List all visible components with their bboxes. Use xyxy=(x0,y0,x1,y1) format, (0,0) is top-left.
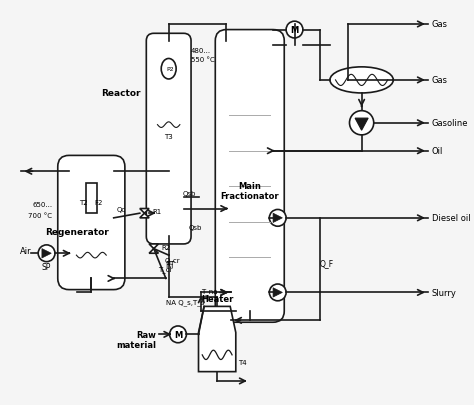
Circle shape xyxy=(349,111,374,136)
Bar xyxy=(86,184,97,214)
Text: NA Q_s,T_s: NA Q_s,T_s xyxy=(166,298,204,305)
Text: Oil: Oil xyxy=(431,147,443,156)
Polygon shape xyxy=(199,307,236,372)
Text: T_cr: T_cr xyxy=(158,266,173,273)
FancyBboxPatch shape xyxy=(215,30,284,322)
Text: material: material xyxy=(117,340,156,349)
Text: M: M xyxy=(174,330,182,339)
Circle shape xyxy=(170,326,186,343)
Polygon shape xyxy=(273,288,283,297)
Text: 650...: 650... xyxy=(32,201,52,207)
Text: 480...: 480... xyxy=(191,48,211,54)
Text: Slurry: Slurry xyxy=(431,288,456,297)
Text: T2: T2 xyxy=(80,200,88,205)
Text: Gasoline: Gasoline xyxy=(431,119,468,128)
Text: F2: F2 xyxy=(95,200,103,205)
Polygon shape xyxy=(140,209,149,214)
Text: Gas: Gas xyxy=(431,76,447,85)
Polygon shape xyxy=(355,119,368,131)
Circle shape xyxy=(38,245,55,262)
Text: T4: T4 xyxy=(237,359,246,365)
Polygon shape xyxy=(149,249,158,254)
Text: Qsb: Qsb xyxy=(188,225,201,230)
Text: M: M xyxy=(291,26,299,35)
Text: Diesel oil: Diesel oil xyxy=(431,214,470,223)
Text: Q_F: Q_F xyxy=(319,258,334,267)
Text: R2: R2 xyxy=(161,244,170,250)
Polygon shape xyxy=(273,214,283,223)
Polygon shape xyxy=(149,244,158,249)
Polygon shape xyxy=(42,249,51,258)
Text: Qc: Qc xyxy=(117,206,126,212)
Text: T3: T3 xyxy=(164,134,173,139)
Text: Gas: Gas xyxy=(431,20,447,30)
Text: 550 °C: 550 °C xyxy=(191,57,215,63)
Text: Qsb: Qsb xyxy=(182,190,196,196)
Text: Air: Air xyxy=(19,246,31,255)
Text: Fractionator: Fractionator xyxy=(220,192,279,200)
Text: Regenerator: Regenerator xyxy=(45,228,109,237)
Text: T_na: T_na xyxy=(201,288,218,294)
Circle shape xyxy=(286,22,303,39)
Text: Q_cr: Q_cr xyxy=(165,257,181,264)
Text: Heater: Heater xyxy=(201,295,233,304)
Text: Reactor: Reactor xyxy=(101,88,141,97)
Circle shape xyxy=(269,284,286,301)
Text: Main: Main xyxy=(238,181,261,190)
Text: SP: SP xyxy=(42,262,51,271)
Text: R1: R1 xyxy=(152,209,161,215)
FancyBboxPatch shape xyxy=(146,34,191,244)
Circle shape xyxy=(269,210,286,227)
Ellipse shape xyxy=(161,59,176,80)
Ellipse shape xyxy=(330,68,393,94)
Polygon shape xyxy=(140,214,149,218)
Text: RT: RT xyxy=(165,260,174,269)
Text: Raw: Raw xyxy=(137,330,156,339)
Text: 700 °C: 700 °C xyxy=(28,213,52,219)
Text: P2: P2 xyxy=(167,67,174,72)
FancyBboxPatch shape xyxy=(58,156,125,290)
